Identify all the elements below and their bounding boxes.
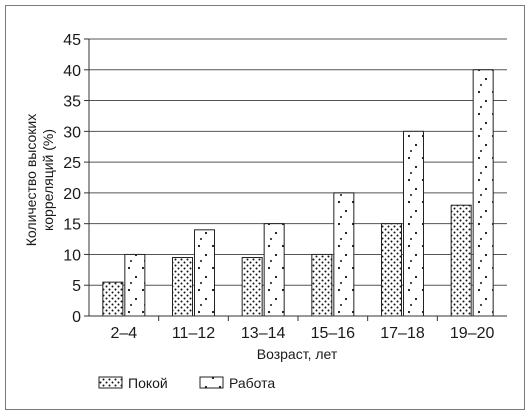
- bar-rabota-2: [263, 223, 285, 317]
- legend-swatch-pokoy: [98, 376, 123, 389]
- bar-rabota-1: [194, 229, 215, 317]
- bar-rabota-4: [403, 130, 424, 317]
- bar-pokoy-2: [241, 257, 263, 317]
- y-tick-label: 30: [63, 124, 81, 141]
- y-tick-label: 40: [63, 63, 81, 80]
- bar-rabota-5: [472, 69, 494, 317]
- y-tick-label: 45: [63, 32, 81, 49]
- grid-lines: [89, 38, 507, 286]
- y-tick-label: 25: [63, 155, 81, 172]
- chart-frame: [5, 5, 525, 410]
- bar-pokoy-4: [381, 223, 402, 317]
- bars: [102, 69, 494, 317]
- y-tick-labels: 0 5 10 15 20 25 30 35 40 45: [63, 32, 89, 326]
- legend: Покой Работа: [98, 375, 275, 391]
- y-tick-label: 5: [72, 278, 81, 295]
- y-tick-label: 0: [72, 309, 81, 326]
- x-tick-label: 19–20: [450, 325, 495, 342]
- legend-label-pokoy: Покой: [128, 375, 168, 391]
- y-axis-label: Количество высоких корреляций (%): [23, 114, 56, 246]
- y-axis-label-line-1: Количество высоких: [23, 114, 39, 246]
- y-axis-label-line-2: корреляций (%): [40, 129, 56, 231]
- bar-rabota-3: [333, 192, 355, 317]
- axes: [88, 39, 507, 321]
- legend-swatch-rabota: [199, 376, 224, 389]
- x-tick-label: 11–12: [172, 325, 215, 342]
- x-tick-label: 17–18: [380, 325, 425, 342]
- x-tick-label: 13–14: [241, 325, 286, 342]
- y-tick-label: 15: [63, 217, 81, 234]
- x-tick-label: 15–16: [311, 325, 356, 342]
- y-tick-label: 35: [63, 94, 81, 111]
- x-tick-labels: 2–4 11–12 13–14 15–16 17–18 19–20: [110, 325, 494, 342]
- bar-pokoy-1: [172, 257, 193, 317]
- x-tick-label: 2–4: [110, 325, 137, 342]
- bar-pokoy-3: [311, 253, 333, 317]
- x-axis-label: Возраст, лет: [257, 346, 338, 362]
- y-tick-label: 20: [63, 186, 81, 203]
- legend-label-rabota: Работа: [229, 375, 275, 391]
- y-tick-label: 10: [63, 247, 81, 264]
- bar-rabota-0: [124, 253, 146, 317]
- bar-pokoy-0: [102, 281, 124, 317]
- bar-pokoy-5: [450, 204, 472, 317]
